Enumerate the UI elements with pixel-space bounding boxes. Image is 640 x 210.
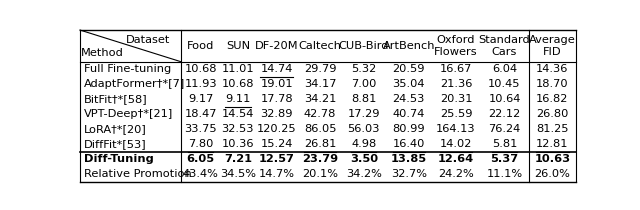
Text: 11.01: 11.01 (221, 64, 254, 74)
Text: 18.47: 18.47 (184, 109, 217, 119)
Text: 17.29: 17.29 (348, 109, 380, 119)
Text: 16.67: 16.67 (440, 64, 472, 74)
Text: 7.80: 7.80 (188, 139, 213, 149)
Text: 81.25: 81.25 (536, 124, 568, 134)
Text: 34.5%: 34.5% (220, 169, 256, 179)
Text: 22.12: 22.12 (488, 109, 520, 119)
Text: 33.75: 33.75 (184, 124, 217, 134)
Text: 29.79: 29.79 (304, 64, 336, 74)
Text: 26.0%: 26.0% (534, 169, 570, 179)
Text: LoRA†*[20]: LoRA†*[20] (84, 124, 147, 134)
Text: 8.81: 8.81 (351, 94, 376, 104)
Text: 34.21: 34.21 (304, 94, 336, 104)
Text: 10.64: 10.64 (488, 94, 521, 104)
Text: 12.81: 12.81 (536, 139, 568, 149)
Text: 14.74: 14.74 (260, 64, 292, 74)
Text: Diff-Tuning: Diff-Tuning (84, 154, 154, 164)
Text: 15.24: 15.24 (260, 139, 292, 149)
Text: 25.59: 25.59 (440, 109, 472, 119)
Text: 19.01: 19.01 (260, 79, 293, 89)
Text: Caltech: Caltech (298, 41, 342, 51)
Text: 20.31: 20.31 (440, 94, 472, 104)
Text: 11.1%: 11.1% (486, 169, 522, 179)
Text: 26.80: 26.80 (536, 109, 568, 119)
Text: 3.50: 3.50 (349, 154, 378, 164)
Text: 9.17: 9.17 (188, 94, 213, 104)
Text: 13.85: 13.85 (390, 154, 427, 164)
Text: 35.04: 35.04 (392, 79, 425, 89)
Text: Standard
Cars: Standard Cars (479, 35, 531, 57)
Text: 10.36: 10.36 (221, 139, 254, 149)
Text: 12.64: 12.64 (438, 154, 474, 164)
Text: 10.45: 10.45 (488, 79, 521, 89)
Text: 43.4%: 43.4% (182, 169, 218, 179)
Text: CUB-Bird: CUB-Bird (339, 41, 389, 51)
Text: 34.17: 34.17 (304, 79, 336, 89)
Text: Oxford
Flowers: Oxford Flowers (434, 35, 478, 57)
Text: 32.53: 32.53 (221, 124, 254, 134)
Text: 14.7%: 14.7% (259, 169, 294, 179)
Text: 12.57: 12.57 (259, 154, 294, 164)
Text: 18.70: 18.70 (536, 79, 569, 89)
Text: 20.59: 20.59 (392, 64, 425, 74)
Text: 76.24: 76.24 (488, 124, 520, 134)
Text: 6.05: 6.05 (186, 154, 214, 164)
Text: 26.81: 26.81 (304, 139, 336, 149)
Text: 14.54: 14.54 (221, 109, 254, 119)
Text: DiffFit*[53]: DiffFit*[53] (84, 139, 147, 149)
Text: 17.78: 17.78 (260, 94, 293, 104)
Text: 14.02: 14.02 (440, 139, 472, 149)
Text: AdaptFormer†*[7]: AdaptFormer†*[7] (84, 79, 185, 89)
Text: 80.99: 80.99 (392, 124, 425, 134)
Text: VPT-Deep†*[21]: VPT-Deep†*[21] (84, 109, 173, 119)
Text: ArtBench: ArtBench (383, 41, 435, 51)
Text: Full Fine-tuning: Full Fine-tuning (84, 64, 172, 74)
Text: 21.36: 21.36 (440, 79, 472, 89)
Text: 14.36: 14.36 (536, 64, 568, 74)
Text: 6.04: 6.04 (492, 64, 517, 74)
Text: 32.89: 32.89 (260, 109, 293, 119)
Text: 32.7%: 32.7% (390, 169, 427, 179)
Text: 40.74: 40.74 (392, 109, 425, 119)
Text: 56.03: 56.03 (348, 124, 380, 134)
Text: 10.68: 10.68 (221, 79, 254, 89)
Text: 9.11: 9.11 (225, 94, 250, 104)
Text: 20.1%: 20.1% (302, 169, 338, 179)
Text: DF-20M: DF-20M (255, 41, 298, 51)
Text: Relative Promotion: Relative Promotion (84, 169, 192, 179)
Text: 5.81: 5.81 (492, 139, 517, 149)
Text: 23.79: 23.79 (302, 154, 338, 164)
Text: 34.2%: 34.2% (346, 169, 381, 179)
Text: 10.63: 10.63 (534, 154, 570, 164)
Text: 10.68: 10.68 (184, 64, 217, 74)
Text: 11.93: 11.93 (184, 79, 217, 89)
Text: 24.2%: 24.2% (438, 169, 474, 179)
Text: 42.78: 42.78 (304, 109, 336, 119)
Text: Dataset: Dataset (126, 34, 170, 45)
Text: SUN: SUN (226, 41, 250, 51)
Text: 16.82: 16.82 (536, 94, 568, 104)
Text: 5.37: 5.37 (490, 154, 518, 164)
Text: 5.32: 5.32 (351, 64, 376, 74)
Text: 16.40: 16.40 (392, 139, 425, 149)
Text: 24.53: 24.53 (392, 94, 425, 104)
Text: 86.05: 86.05 (304, 124, 336, 134)
Text: 120.25: 120.25 (257, 124, 296, 134)
Text: 4.98: 4.98 (351, 139, 376, 149)
Text: BitFit†*[58]: BitFit†*[58] (84, 94, 148, 104)
Text: 7.21: 7.21 (224, 154, 252, 164)
Text: Method: Method (81, 48, 124, 58)
Text: 164.13: 164.13 (436, 124, 476, 134)
Text: 7.00: 7.00 (351, 79, 376, 89)
Text: Average
FID: Average FID (529, 35, 576, 57)
Text: Food: Food (187, 41, 214, 51)
